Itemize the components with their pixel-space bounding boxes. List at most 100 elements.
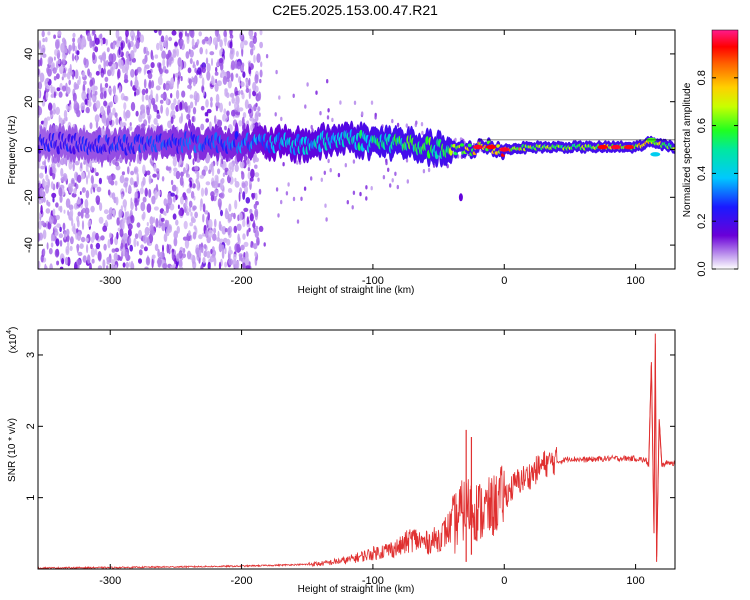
noise-speckle <box>118 85 122 94</box>
noise-speckle <box>254 229 259 239</box>
noise-speckle <box>100 38 104 46</box>
noise-speckle <box>344 163 347 168</box>
noise-speckle <box>170 77 175 87</box>
noise-speckle <box>60 177 65 182</box>
noise-speckle <box>315 90 318 95</box>
noise-speckle <box>183 220 188 230</box>
noise-speckle <box>144 266 149 269</box>
noise-speckle <box>166 243 170 254</box>
noise-speckle <box>201 39 206 45</box>
noise-speckle <box>214 82 219 92</box>
noise-speckle <box>251 193 255 200</box>
noise-speckle <box>169 203 175 211</box>
ridge-peak <box>650 152 661 157</box>
noise-speckle <box>220 177 225 184</box>
noise-speckle <box>243 241 249 247</box>
noise-speckle <box>92 95 95 101</box>
noise-speckle <box>221 226 227 235</box>
noise-speckle <box>94 46 99 53</box>
noise-speckle <box>159 44 163 52</box>
noise-speckle <box>225 208 228 214</box>
noise-speckle <box>212 233 217 241</box>
noise-speckle <box>202 213 205 223</box>
noise-speckle <box>130 80 133 87</box>
noise-speckle <box>82 255 87 263</box>
noise-speckle <box>109 236 114 245</box>
noise-speckle <box>228 162 234 171</box>
noise-speckle <box>63 230 67 240</box>
noise-speckle <box>242 71 246 78</box>
noise-speckle <box>157 76 163 86</box>
noise-speckle <box>94 114 100 123</box>
snr-x-tick-label: -200 <box>231 575 253 587</box>
noise-speckle <box>103 59 106 70</box>
noise-speckle <box>149 216 154 226</box>
noise-speckle <box>219 182 224 190</box>
noise-speckle <box>65 228 70 237</box>
noise-speckle <box>93 85 98 91</box>
noise-speckle <box>240 41 245 50</box>
snr-data <box>38 333 675 569</box>
noise-speckle <box>76 231 82 241</box>
noise-speckle <box>230 212 234 217</box>
noise-speckle <box>71 53 75 62</box>
spectrogram-y-tick-label: 20 <box>23 96 35 108</box>
noise-speckle <box>107 69 112 77</box>
snr-axes: -300 -200 -100 0 100 1 2 3 <box>25 330 675 587</box>
noise-speckle <box>165 53 170 60</box>
noise-speckle <box>257 106 261 112</box>
noise-speckle <box>233 225 238 234</box>
noise-speckle <box>162 91 167 102</box>
noise-speckle <box>220 69 225 79</box>
noise-speckle <box>85 237 89 242</box>
noise-speckle <box>110 66 114 72</box>
noise-speckle <box>162 58 166 68</box>
noise-speckle <box>224 228 228 233</box>
noise-speckle <box>68 44 73 52</box>
noise-speckle <box>280 116 283 122</box>
noise-speckle <box>161 222 166 232</box>
noise-speckle <box>149 94 153 100</box>
noise-speckle <box>352 159 356 164</box>
noise-speckle <box>38 182 41 189</box>
noise-speckle <box>258 188 262 195</box>
noise-speckle <box>155 218 159 228</box>
noise-speckle <box>46 116 51 121</box>
noise-speckle <box>132 32 136 39</box>
noise-speckle <box>242 233 246 240</box>
noise-speckle <box>186 113 191 120</box>
noise-speckle <box>101 72 104 78</box>
noise-speckle <box>100 82 103 93</box>
noise-speckle <box>211 58 213 66</box>
noise-speckle <box>118 46 121 56</box>
noise-speckle <box>53 34 56 39</box>
noise-speckle <box>140 34 145 43</box>
noise-speckle <box>135 206 138 211</box>
noise-speckle <box>204 112 208 117</box>
noise-speckle <box>62 85 66 92</box>
noise-speckle <box>275 69 278 75</box>
noise-speckle <box>119 175 125 184</box>
noise-speckle <box>202 89 205 96</box>
noise-speckle <box>194 211 199 219</box>
noise-speckle <box>238 120 243 127</box>
noise-speckle <box>69 245 73 252</box>
noise-speckle <box>188 200 193 208</box>
noise-speckle <box>91 258 95 264</box>
ridge-core <box>467 143 472 148</box>
noise-speckle <box>115 30 120 39</box>
noise-speckle <box>231 96 235 104</box>
noise-speckle <box>159 213 162 223</box>
noise-speckle <box>154 243 159 251</box>
noise-speckle <box>194 98 198 107</box>
noise-speckle <box>142 164 146 175</box>
noise-speckle <box>282 162 285 167</box>
noise-speckle <box>320 177 323 182</box>
noise-speckle <box>167 224 173 233</box>
noise-speckle <box>186 36 190 44</box>
noise-speckle <box>201 77 205 87</box>
noise-speckle <box>124 211 128 220</box>
noise-speckle <box>47 201 51 207</box>
noise-speckle <box>207 261 211 269</box>
